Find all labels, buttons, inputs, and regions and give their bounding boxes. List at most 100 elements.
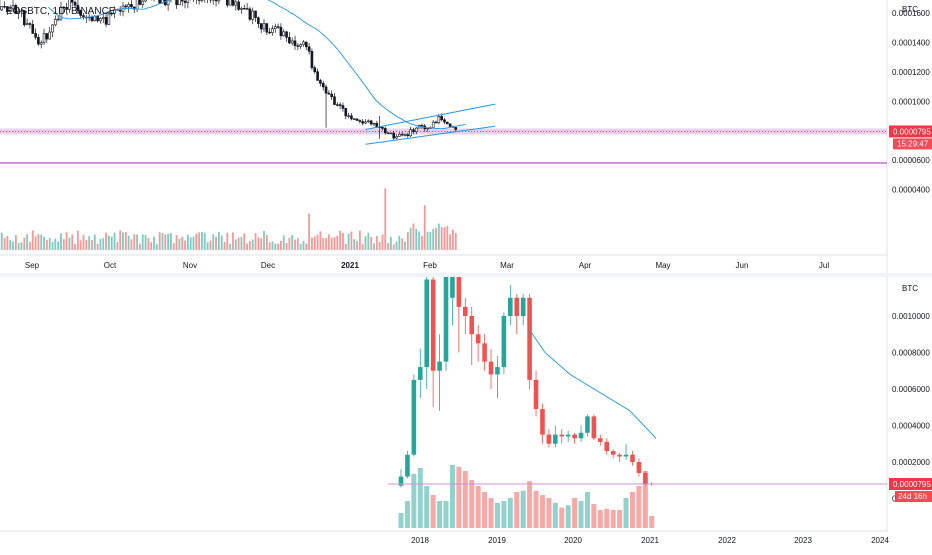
daily-candle-body [37, 37, 39, 44]
volume-bar [297, 238, 299, 250]
daily-candle-body [35, 33, 37, 37]
top-last-price-text: 0.0000795 [893, 127, 931, 136]
volume-bar [441, 227, 443, 250]
volume-bar [540, 495, 545, 528]
daily-candle-body [286, 32, 288, 38]
volume-bar [71, 234, 73, 250]
top-y-tick-label: 0.0001400 [892, 38, 930, 47]
volume-bar [74, 244, 76, 250]
volume-bar [424, 486, 429, 528]
volume-bar [280, 241, 282, 250]
volume-bar [145, 235, 147, 250]
daily-candle-body [46, 34, 48, 39]
volume-bar [444, 501, 449, 528]
volume-bar [69, 238, 71, 250]
volume-bar [170, 233, 172, 250]
daily-candle-body [294, 41, 296, 46]
volume-bar [181, 237, 183, 250]
bottom-countdown-text: 24d 16h [898, 492, 927, 501]
volume-bar [173, 243, 175, 250]
daily-candle-body [184, 1, 186, 3]
top-x-tick-label: Nov [183, 261, 197, 270]
volume-bar [23, 238, 25, 250]
monthly-candle-body [514, 298, 519, 316]
volume-bar [365, 236, 367, 250]
volume-bar [501, 501, 506, 528]
volume-bar [198, 232, 200, 250]
volume-bar [102, 238, 104, 250]
volume-bar [396, 242, 398, 250]
daily-candle-body [359, 120, 361, 121]
volume-bar [83, 235, 85, 250]
top-x-tick-label: Feb [423, 261, 437, 270]
volume-bar [156, 244, 158, 250]
volume-bar [232, 232, 234, 250]
daily-candle-body [218, 0, 220, 1]
volume-bar [142, 234, 144, 250]
daily-candle-body [384, 128, 386, 132]
volume-bar [77, 231, 79, 250]
monthly-candle-body [579, 433, 584, 438]
volume-bar [489, 498, 494, 528]
daily-candle-body [339, 105, 341, 106]
volume-bar [100, 239, 102, 250]
daily-candle-body [130, 4, 132, 7]
volume-bar [52, 242, 54, 250]
monthly-candle-body [482, 343, 487, 361]
volume-bar [534, 491, 539, 528]
top-y-tick-label: 0.0001200 [892, 68, 930, 77]
volume-bar [404, 242, 406, 250]
volume-bar [334, 237, 336, 250]
volume-bar [266, 235, 268, 250]
monthly-candle-body [469, 316, 474, 334]
daily-candle-body [322, 83, 324, 87]
daily-candle-body [311, 51, 313, 67]
daily-candle-body [274, 27, 276, 29]
volume-bar [456, 467, 461, 528]
volume-bar [342, 233, 344, 250]
volume-bar [274, 244, 276, 250]
volume-bar [418, 232, 420, 250]
volume-bar [463, 471, 468, 528]
volume-bar [398, 236, 400, 250]
daily-candle-body [435, 122, 437, 123]
daily-candle-body [297, 46, 299, 47]
volume-bar [136, 234, 138, 250]
daily-candle-body [300, 45, 302, 47]
daily-candle-body [246, 9, 248, 10]
daily-candle-body [398, 134, 400, 136]
volume-bar [495, 503, 500, 528]
top-y-tick-label: 0.0000400 [892, 186, 930, 195]
volume-bar [241, 237, 243, 250]
volume-bar [390, 237, 392, 250]
monthly-candle-body [527, 298, 532, 380]
volume-bar [591, 504, 596, 528]
daily-candle-body [181, 0, 183, 1]
volume-bar [410, 228, 412, 250]
volume-bar [444, 227, 446, 250]
bottom-y-tick-label: 0.0002000 [892, 458, 930, 467]
daily-candle-body [226, 0, 228, 5]
volume-bar [108, 236, 110, 250]
daily-candle-body [334, 97, 336, 105]
volume-bar [317, 235, 319, 250]
volume-bar [604, 509, 609, 528]
daily-candle-body [367, 121, 369, 122]
volume-bar [193, 237, 195, 250]
monthly-candle-body [630, 455, 635, 462]
daily-candle-body [390, 133, 392, 134]
daily-candle-body [255, 11, 257, 18]
volume-bar [624, 498, 629, 528]
volume-bar [184, 241, 186, 250]
top-y-tick-label: 0.0000600 [892, 156, 930, 165]
daily-candle-body [142, 1, 144, 4]
monthly-candle-body [559, 435, 564, 437]
volume-bar [376, 236, 378, 250]
daily-candle-body [238, 2, 240, 10]
volume-bar [235, 240, 237, 250]
daily-candle-body [57, 19, 59, 20]
daily-candle-body [43, 34, 45, 43]
monthly-candle-body [540, 409, 545, 435]
volume-bar [66, 232, 68, 250]
